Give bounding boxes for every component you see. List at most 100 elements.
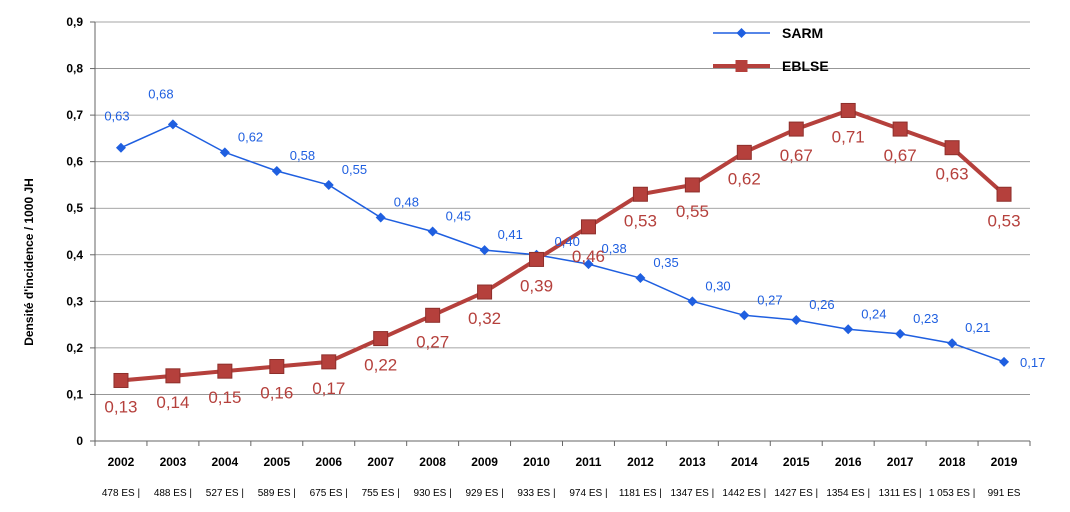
sarm-data-label: 0,35 bbox=[653, 255, 678, 270]
eblse-point bbox=[840, 102, 856, 118]
sarm-data-label: 0,27 bbox=[757, 292, 782, 307]
eblse-data-label: 0,39 bbox=[520, 276, 553, 295]
eblse-point bbox=[269, 359, 285, 375]
y-tick-label: 0,4 bbox=[66, 248, 83, 262]
x-sublabel: 1311 ES | bbox=[879, 488, 922, 499]
sarm-data-label: 0,26 bbox=[809, 297, 834, 312]
gridlines bbox=[95, 21, 1030, 395]
eblse-data-label: 0,13 bbox=[104, 397, 137, 416]
x-tick-label: 2009 bbox=[471, 455, 498, 469]
sarm-data-label: 0,40 bbox=[555, 234, 580, 249]
legend-eblse-marker bbox=[735, 60, 748, 72]
eblse-point bbox=[373, 331, 389, 347]
sarm-point bbox=[479, 245, 490, 256]
eblse-data-label: 0,22 bbox=[364, 356, 397, 375]
sarm-data-label: 0,68 bbox=[148, 86, 173, 101]
eblse-point bbox=[892, 121, 908, 137]
x-tick-label: 2013 bbox=[679, 455, 706, 469]
y-tick-label: 0,9 bbox=[66, 15, 83, 29]
x-tick-label: 2018 bbox=[939, 455, 966, 469]
x-tick-label: 2008 bbox=[419, 455, 446, 469]
legend-sarm-marker bbox=[736, 28, 747, 38]
x-sublabel: 1354 ES | bbox=[826, 488, 870, 499]
x-tick-label: 2006 bbox=[315, 455, 342, 469]
sarm-series-line bbox=[120, 123, 1005, 363]
sarm-data-label: 0,24 bbox=[861, 306, 886, 321]
y-tick-label: 0,6 bbox=[66, 155, 83, 169]
x-sublabel: 1427 ES | bbox=[774, 488, 818, 499]
sarm-point bbox=[947, 338, 958, 349]
x-tick-label: 2004 bbox=[212, 455, 239, 469]
eblse-point bbox=[425, 307, 441, 323]
eblse-data-label: 0,67 bbox=[780, 146, 813, 165]
x-sublabel: 1 053 ES | bbox=[929, 488, 976, 499]
x-tick-label: 2005 bbox=[263, 455, 290, 469]
legend-eblse-label: EBLSE bbox=[782, 58, 829, 74]
eblse-data-label: 0,53 bbox=[624, 211, 657, 230]
y-tick-label: 0 bbox=[76, 434, 83, 448]
sarm-point bbox=[323, 179, 334, 190]
eblse-data-label: 0,15 bbox=[208, 388, 241, 407]
eblse-data-label: 0,27 bbox=[416, 332, 449, 351]
eblse-point bbox=[217, 363, 233, 379]
eblse-data-label: 0,32 bbox=[468, 309, 501, 328]
sarm-data-label: 0,48 bbox=[394, 195, 419, 210]
y-tick-label: 0,8 bbox=[66, 62, 83, 76]
series-group bbox=[113, 102, 1012, 388]
sarm-point bbox=[687, 296, 698, 307]
y-tick-label: 0,7 bbox=[66, 108, 83, 122]
x-tick-label: 2002 bbox=[108, 455, 135, 469]
data-labels: 0,63 0,68 0,62 0,58 0,55 0,48 0,45 0,41 0,40 0,38… bbox=[104, 86, 1045, 416]
x-sublabel: 488 ES | bbox=[154, 488, 192, 499]
sarm-point bbox=[427, 226, 438, 237]
eblse-data-label: 0,55 bbox=[676, 202, 709, 221]
y-tick-label: 0,1 bbox=[66, 387, 83, 401]
x-sublabel: 755 ES | bbox=[362, 488, 400, 499]
eblse-point bbox=[944, 140, 960, 156]
y-axis-label: Densité d'incidence / 1000 JH bbox=[22, 178, 36, 346]
eblse-point bbox=[788, 121, 804, 137]
x-sublabel: 1181 ES | bbox=[619, 488, 662, 499]
eblse-point bbox=[684, 177, 700, 193]
y-tick-label: 0,5 bbox=[66, 201, 83, 215]
x-sublabel: 478 ES | bbox=[102, 488, 140, 499]
axes bbox=[90, 21, 1031, 446]
eblse-data-label: 0,62 bbox=[728, 169, 761, 188]
sarm-point bbox=[219, 147, 230, 158]
sarm-point bbox=[115, 142, 126, 153]
sarm-point bbox=[635, 273, 646, 284]
eblse-data-label: 0,71 bbox=[832, 127, 865, 146]
y-tick-label: 0,2 bbox=[66, 341, 83, 355]
x-sublabel: 933 ES | bbox=[517, 488, 555, 499]
x-sublabel: 930 ES | bbox=[414, 488, 452, 499]
x-sublabel: 929 ES | bbox=[465, 488, 503, 499]
eblse-point bbox=[996, 186, 1012, 202]
eblse-point bbox=[321, 354, 337, 370]
x-tick-label: 2017 bbox=[887, 455, 914, 469]
x-tick-label: 2003 bbox=[160, 455, 187, 469]
sarm-point bbox=[895, 328, 906, 339]
sarm-data-label: 0,23 bbox=[913, 311, 938, 326]
sarm-data-label: 0,17 bbox=[1020, 355, 1045, 370]
sarm-point bbox=[999, 356, 1010, 367]
x-sublabel: 589 ES | bbox=[258, 488, 296, 499]
x-sublabel: 991 ES bbox=[988, 488, 1021, 499]
sarm-point bbox=[739, 310, 750, 321]
x-tick-label: 2015 bbox=[783, 455, 810, 469]
y-tick-label: 0,3 bbox=[66, 294, 83, 308]
eblse-data-label: 0,53 bbox=[987, 211, 1020, 230]
x-sublabel: 1442 ES | bbox=[722, 488, 766, 499]
x-sublabel: 527 ES | bbox=[206, 488, 244, 499]
sarm-data-label: 0,45 bbox=[446, 209, 471, 224]
eblse-series-line bbox=[120, 108, 1006, 383]
x-tick-label: 2016 bbox=[835, 455, 862, 469]
eblse-point bbox=[580, 219, 596, 235]
y-tick-labels: 0 0,1 0,2 0,3 0,4 0,5 0,6 0,7 0,8 0,9 bbox=[66, 15, 83, 448]
x-sublabel: 1347 ES | bbox=[670, 488, 714, 499]
sarm-data-label: 0,41 bbox=[498, 227, 523, 242]
sarm-data-label: 0,55 bbox=[342, 162, 367, 177]
eblse-point bbox=[113, 372, 129, 388]
sarm-data-label: 0,58 bbox=[290, 148, 315, 163]
sarm-point bbox=[843, 324, 854, 335]
sarm-data-label: 0,21 bbox=[965, 320, 990, 335]
